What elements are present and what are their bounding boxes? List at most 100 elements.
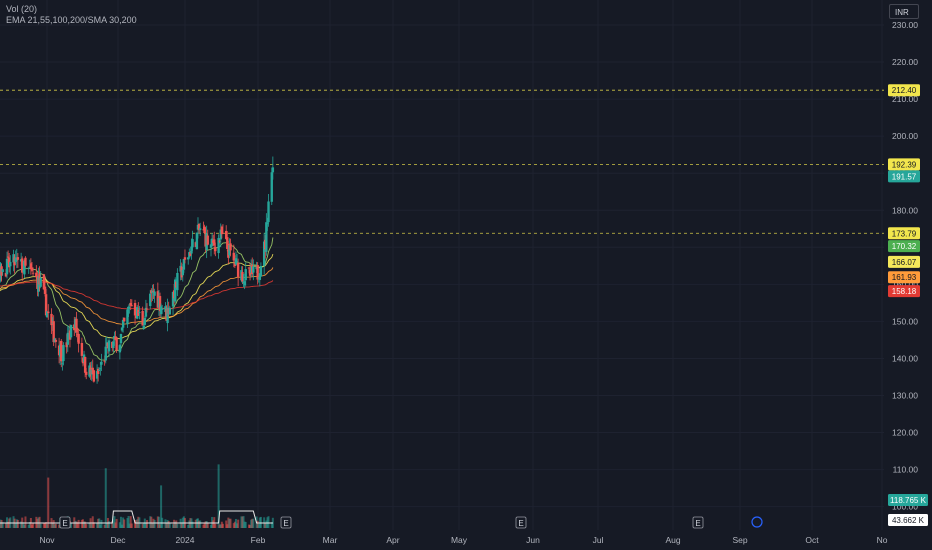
candle-body[interactable] xyxy=(206,235,209,245)
candle-body[interactable] xyxy=(266,222,269,225)
candle-body[interactable] xyxy=(83,357,87,373)
candle-body[interactable] xyxy=(85,371,88,375)
event-circle-icon[interactable] xyxy=(751,516,763,528)
candle-body[interactable] xyxy=(153,291,156,296)
candle-body[interactable] xyxy=(232,252,235,261)
candle-body[interactable] xyxy=(9,261,12,267)
candle-body[interactable] xyxy=(24,257,27,266)
candle-body[interactable] xyxy=(236,262,240,277)
candle-body[interactable] xyxy=(30,267,34,271)
candle-body[interactable] xyxy=(221,232,225,234)
candle-body[interactable] xyxy=(21,258,24,273)
candle-body[interactable] xyxy=(16,257,20,260)
candle-body[interactable] xyxy=(176,272,179,291)
price-label-ema200[interactable] xyxy=(888,285,920,298)
candle-body[interactable] xyxy=(92,370,96,382)
candle-body[interactable] xyxy=(174,279,177,302)
candle-body[interactable] xyxy=(220,226,224,235)
candle-body[interactable] xyxy=(1,269,4,272)
candle-body[interactable] xyxy=(103,360,106,362)
candle-body[interactable] xyxy=(247,267,251,269)
candle-body[interactable] xyxy=(244,269,247,281)
candle-body[interactable] xyxy=(130,305,133,307)
price-label-last[interactable] xyxy=(888,170,920,183)
candle-body[interactable] xyxy=(160,308,164,310)
candle-body[interactable] xyxy=(168,307,171,315)
candle-body[interactable] xyxy=(115,337,118,351)
price-label-alert[interactable] xyxy=(888,158,920,171)
ema-55-line[interactable] xyxy=(0,253,274,340)
candle-body[interactable] xyxy=(119,333,123,344)
candle-body[interactable] xyxy=(120,327,124,331)
candle-body[interactable] xyxy=(190,246,193,254)
earnings-marker[interactable] xyxy=(515,516,527,529)
candle-body[interactable] xyxy=(144,307,148,317)
candle-body[interactable] xyxy=(259,265,263,277)
candle-body[interactable] xyxy=(47,311,50,314)
candle-body[interactable] xyxy=(203,226,206,234)
candle-body[interactable] xyxy=(96,369,100,374)
candle-body[interactable] xyxy=(145,308,149,310)
candle-body[interactable] xyxy=(126,309,129,325)
candle-body[interactable] xyxy=(99,368,102,370)
earnings-marker[interactable] xyxy=(280,516,292,529)
candle-body[interactable] xyxy=(27,267,30,269)
candle-body[interactable] xyxy=(42,274,46,290)
candle-body[interactable] xyxy=(166,307,169,324)
candle-body[interactable] xyxy=(6,256,10,258)
candle-body[interactable] xyxy=(158,296,162,312)
candle-body[interactable] xyxy=(50,313,53,326)
candle-body[interactable] xyxy=(235,260,239,262)
candle-body[interactable] xyxy=(258,273,262,280)
candle-body[interactable] xyxy=(265,222,268,252)
candle-body[interactable] xyxy=(233,263,237,266)
volume-legend[interactable]: Vol (20) xyxy=(6,4,38,14)
currency-button[interactable]: INR xyxy=(889,4,919,19)
candle-body[interactable] xyxy=(77,333,80,344)
candle-body[interactable] xyxy=(138,312,141,314)
candle-body[interactable] xyxy=(121,319,125,328)
candle-body[interactable] xyxy=(219,229,222,240)
candle-body[interactable] xyxy=(141,310,144,326)
price-label-alert[interactable] xyxy=(888,227,920,240)
candle-body[interactable] xyxy=(191,239,194,248)
candle-body[interactable] xyxy=(61,363,64,365)
earnings-marker[interactable] xyxy=(59,516,71,529)
candle-body[interactable] xyxy=(181,269,184,276)
candle-body[interactable] xyxy=(213,239,216,246)
price-label-ema100[interactable] xyxy=(888,271,920,284)
candle-body[interactable] xyxy=(133,303,137,316)
candle-body[interactable] xyxy=(69,325,73,338)
candle-body[interactable] xyxy=(35,272,38,278)
candle-body[interactable] xyxy=(271,167,275,173)
candle-body[interactable] xyxy=(143,318,147,325)
candle-body[interactable] xyxy=(66,332,69,345)
candle-body[interactable] xyxy=(44,294,48,316)
ema-200-line[interactable] xyxy=(0,280,274,310)
candle-body[interactable] xyxy=(267,201,270,223)
candle-body[interactable] xyxy=(123,317,126,322)
candle-body[interactable] xyxy=(31,272,35,274)
candle-body[interactable] xyxy=(171,291,175,307)
price-label-alert[interactable] xyxy=(888,84,920,97)
candle-body[interactable] xyxy=(149,293,152,307)
candle-body[interactable] xyxy=(80,342,84,356)
candle-body[interactable] xyxy=(5,258,9,275)
candle-body[interactable] xyxy=(95,371,99,379)
candle-body[interactable] xyxy=(75,318,78,333)
candle-body[interactable] xyxy=(187,257,190,260)
candle-body[interactable] xyxy=(23,260,26,275)
ema-21-line[interactable] xyxy=(0,237,274,361)
candle-body[interactable] xyxy=(252,266,255,273)
volume-label[interactable] xyxy=(888,514,928,526)
candle-body[interactable] xyxy=(127,307,130,309)
candle-body[interactable] xyxy=(195,232,199,250)
candle-body[interactable] xyxy=(218,240,221,242)
candle-body[interactable] xyxy=(189,251,192,256)
candle-body[interactable] xyxy=(29,263,33,270)
candle-body[interactable] xyxy=(39,277,42,287)
candle-body[interactable] xyxy=(107,340,111,352)
candle-body[interactable] xyxy=(243,281,246,286)
candle-body[interactable] xyxy=(197,223,201,231)
